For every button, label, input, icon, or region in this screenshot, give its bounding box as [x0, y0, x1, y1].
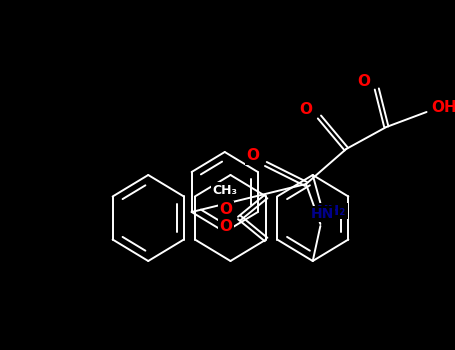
Text: HN: HN: [311, 207, 334, 221]
Text: OH: OH: [431, 99, 455, 114]
Text: O: O: [357, 74, 370, 89]
Text: O: O: [299, 102, 313, 117]
Text: NH₂: NH₂: [317, 204, 347, 218]
Text: O: O: [219, 219, 233, 234]
Text: O: O: [219, 202, 233, 217]
Text: O: O: [246, 148, 259, 163]
Text: CH₃: CH₃: [212, 183, 237, 196]
